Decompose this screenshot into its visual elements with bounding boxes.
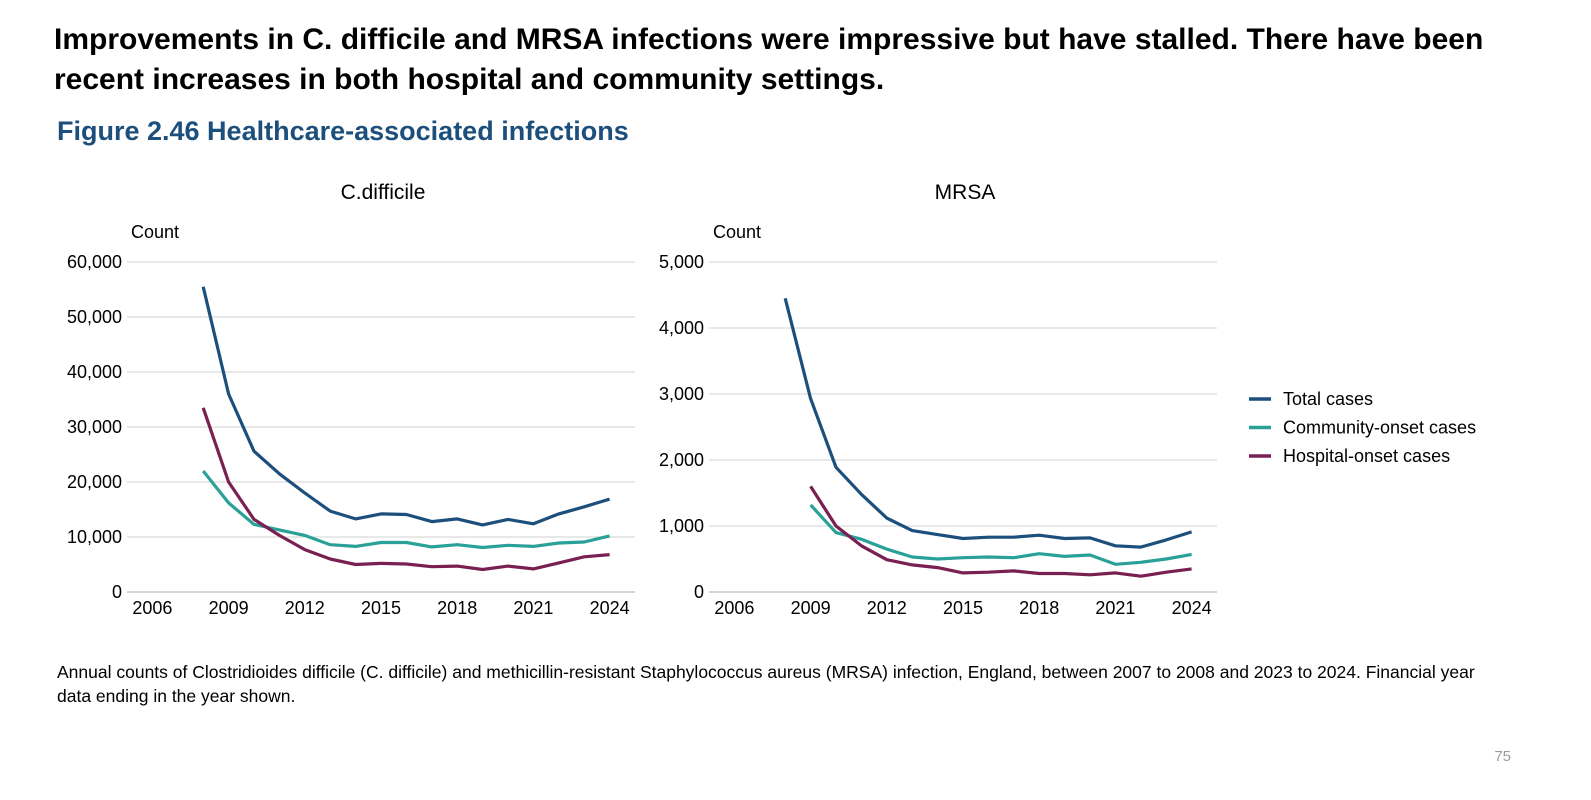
chart-title: C.difficile xyxy=(341,181,426,204)
series-line-hospital xyxy=(809,485,1192,578)
legend-label-hospital: Hospital-onset cases xyxy=(1283,446,1450,466)
y-tick-label: 20,000 xyxy=(67,472,122,492)
x-tick-label: 2009 xyxy=(791,598,831,618)
y-tick-label: 10,000 xyxy=(67,527,122,547)
x-tick-label: 2015 xyxy=(943,598,983,618)
legend-label-community: Community-onset cases xyxy=(1283,418,1476,438)
x-tick-label: 2024 xyxy=(590,598,630,618)
y-tick-label: 50,000 xyxy=(67,307,122,327)
y-tick-label: 30,000 xyxy=(67,417,122,437)
page-number: 75 xyxy=(1494,748,1511,765)
legend-label-total: Total cases xyxy=(1283,389,1373,409)
x-tick-label: 2012 xyxy=(867,598,907,618)
page-headline: Improvements in C. difficile and MRSA in… xyxy=(54,23,1484,96)
series-line-total xyxy=(783,297,1193,549)
chart-panel-0: C.difficile Count 0 10,000 20,000 30,000 40,00… xyxy=(67,181,635,618)
y-tick-label: 5,000 xyxy=(659,252,704,272)
x-tick-label: 2021 xyxy=(1095,598,1135,618)
x-tick-label: 2015 xyxy=(361,598,401,618)
x-tick-label: 2018 xyxy=(1019,598,1059,618)
y-tick-label: 0 xyxy=(112,582,122,602)
y-tick-label: 2,000 xyxy=(659,450,704,470)
figure-title: Figure 2.46 Healthcare-associated infect… xyxy=(57,116,629,146)
series-line-community xyxy=(201,470,610,550)
y-tick-label: 40,000 xyxy=(67,362,122,382)
y-axis-label: Count xyxy=(713,222,761,242)
y-axis-label: Count xyxy=(131,222,179,242)
x-tick-label: 2024 xyxy=(1172,598,1212,618)
y-tick-label: 3,000 xyxy=(659,384,704,404)
y-tick-label: 60,000 xyxy=(67,252,122,272)
x-tick-label: 2018 xyxy=(437,598,477,618)
x-tick-label: 2021 xyxy=(513,598,553,618)
y-tick-label: 0 xyxy=(694,582,704,602)
x-tick-label: 2009 xyxy=(209,598,249,618)
series-line-hospital xyxy=(201,407,610,572)
series-line-community xyxy=(809,503,1192,566)
chart-title: MRSA xyxy=(935,181,996,204)
chart-legend: Total cases Community-onset cases Hospital… xyxy=(1249,389,1476,466)
x-tick-label: 2006 xyxy=(714,598,754,618)
x-tick-label: 2006 xyxy=(132,598,172,618)
x-tick-label: 2012 xyxy=(285,598,325,618)
y-tick-label: 4,000 xyxy=(659,318,704,338)
chart-panel-1: MRSA Count 0 1,000 2,000 3,000 4,000 5,000 2006 2… xyxy=(659,181,1217,618)
y-tick-label: 1,000 xyxy=(659,516,704,536)
series-line-total xyxy=(201,286,611,527)
figure-caption: Annual counts of Clostridioides difficil… xyxy=(57,662,1475,706)
